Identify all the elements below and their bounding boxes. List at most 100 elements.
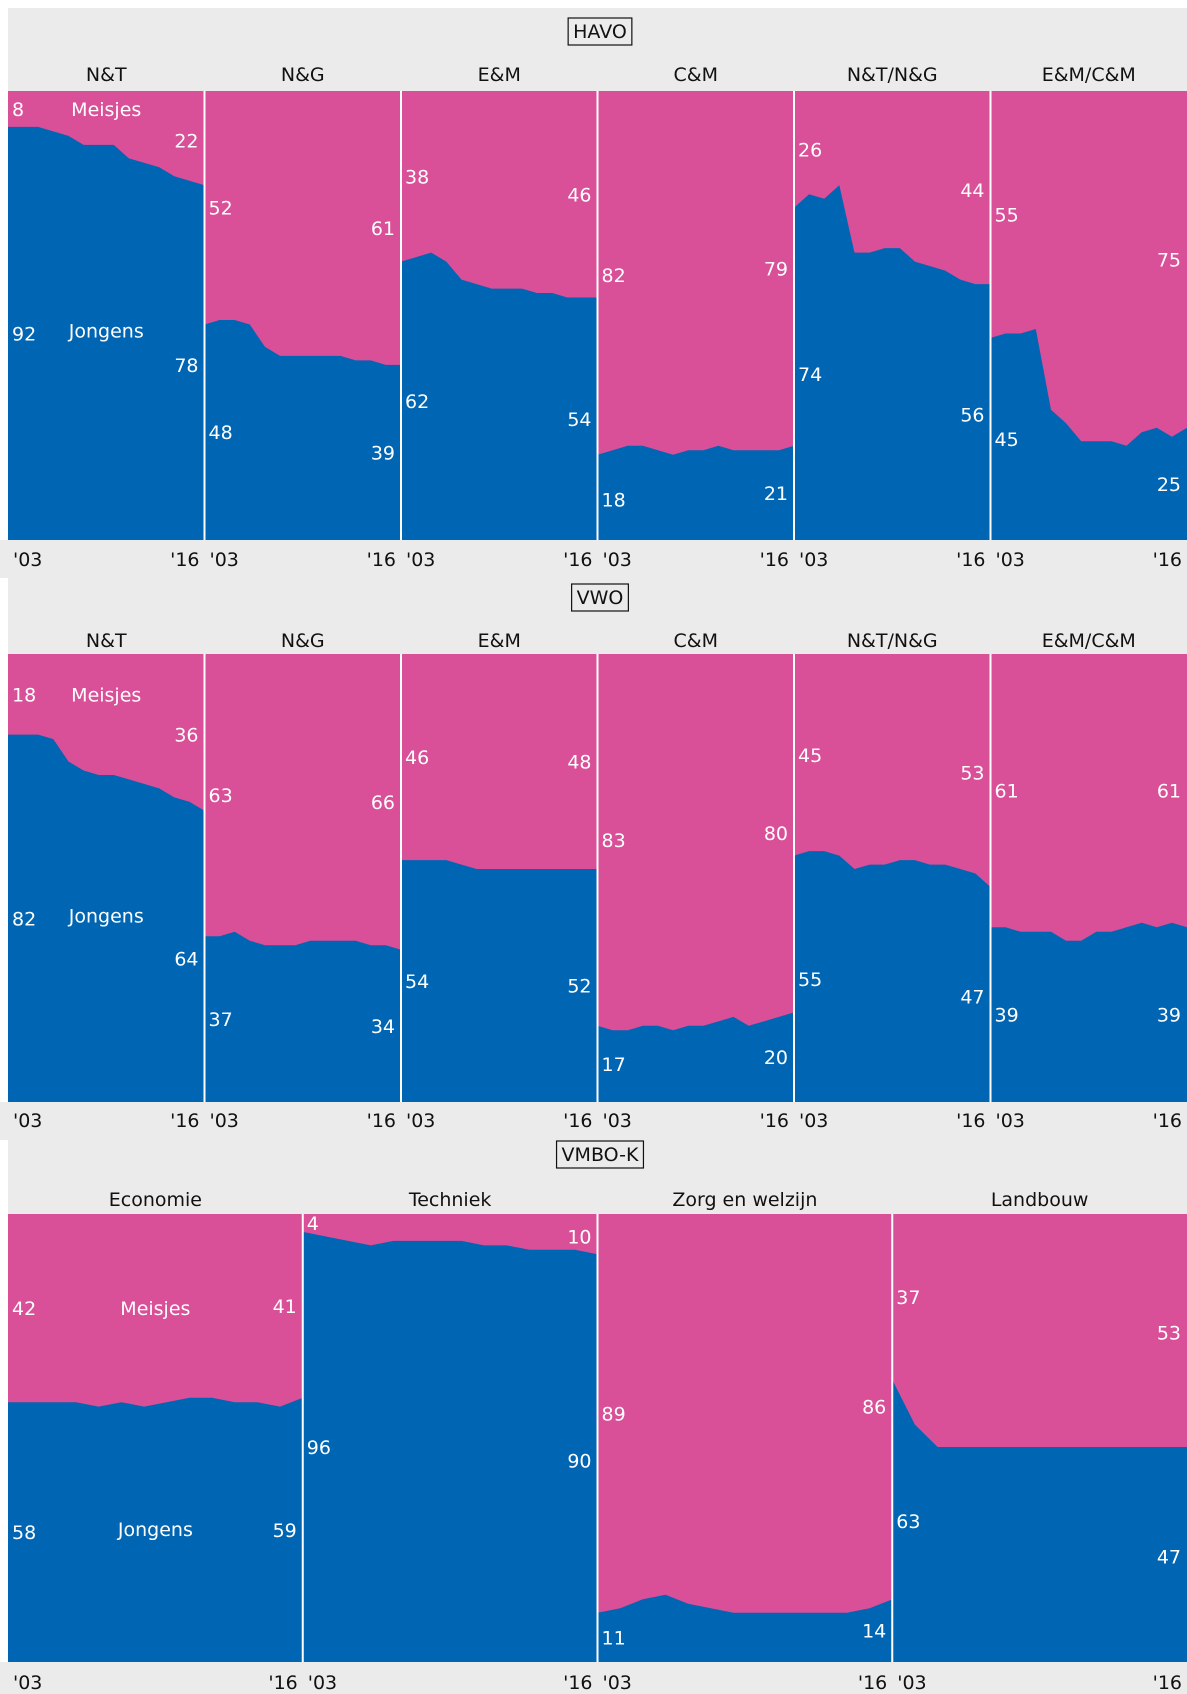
jongens-area xyxy=(401,252,598,540)
jongens-start-value: 11 xyxy=(602,1627,626,1649)
meisjes-start-value: 8 xyxy=(12,99,24,121)
meisjes-start-value: 55 xyxy=(995,204,1019,226)
meisjes-label: Meisjes xyxy=(71,99,141,121)
panel-techniek: Techniek 96 90 4 10 '03 '16 xyxy=(301,1189,598,1694)
jongens-start-value: 92 xyxy=(12,323,36,345)
meisjes-end-value: 61 xyxy=(1157,781,1181,803)
meisjes-end-value: 46 xyxy=(567,184,591,206)
jongens-start-value: 45 xyxy=(995,429,1019,451)
category-label: N&G xyxy=(281,64,325,86)
jongens-area xyxy=(8,734,205,1102)
meisjes-start-value: 42 xyxy=(12,1298,36,1320)
x-start-tick: '03 xyxy=(603,549,632,571)
panel-zorg-en-welzijn: Zorg en welzijn 11 14 89 86 '03 '16 xyxy=(596,1189,893,1694)
meisjes-end-value: 44 xyxy=(960,180,984,202)
panel-divider xyxy=(596,654,599,1102)
panel-n-t: N&T 92 78 8 22 Meisjes Jongens '03 '16 xyxy=(8,64,205,571)
panel-n-t-n-g: N&T/N&G 74 56 26 44 '03 '16 xyxy=(793,64,991,571)
jongens-start-value: 37 xyxy=(209,1009,233,1031)
panel-divider xyxy=(301,1214,304,1662)
meisjes-end-value: 48 xyxy=(567,752,591,774)
x-start-tick: '03 xyxy=(210,1110,239,1132)
meisjes-end-value: 61 xyxy=(371,218,395,240)
x-start-tick: '03 xyxy=(406,1110,435,1132)
jongens-end-value: 59 xyxy=(273,1520,297,1542)
jongens-end-value: 47 xyxy=(960,987,984,1009)
category-label: E&M/C&M xyxy=(1042,630,1136,652)
section-title-box xyxy=(555,1140,645,1169)
panel-divider xyxy=(989,654,992,1102)
panel-divider xyxy=(793,654,795,1102)
jongens-end-value: 25 xyxy=(1157,474,1181,496)
x-end-tick: '16 xyxy=(956,549,985,571)
category-label: Economie xyxy=(109,1189,202,1211)
meisjes-start-value: 45 xyxy=(798,745,822,767)
panel-e-m: E&M 54 52 46 48 '03 '16 xyxy=(400,630,598,1132)
meisjes-end-value: 75 xyxy=(1157,249,1181,271)
category-label: N&T xyxy=(86,630,127,652)
jongens-area xyxy=(597,1594,893,1662)
jongens-area xyxy=(302,1231,598,1662)
jongens-start-value: 74 xyxy=(798,364,822,386)
jongens-label: Jongens xyxy=(68,320,144,342)
jongens-end-value: 14 xyxy=(862,1621,886,1643)
jongens-end-value: 20 xyxy=(764,1047,788,1069)
jongens-start-value: 82 xyxy=(12,908,36,930)
meisjes-label: Meisjes xyxy=(120,1298,190,1320)
x-start-tick: '03 xyxy=(799,549,828,571)
category-label: Landbouw xyxy=(991,1189,1089,1211)
jongens-end-value: 90 xyxy=(567,1450,591,1472)
jongens-area xyxy=(8,1397,303,1662)
tick-band xyxy=(0,540,1187,578)
panel-divider xyxy=(203,654,206,1102)
x-start-tick: '03 xyxy=(603,1110,632,1132)
meisjes-start-value: 83 xyxy=(602,830,626,852)
category-label: E&M/C&M xyxy=(1042,64,1136,86)
x-end-tick: '16 xyxy=(1153,1672,1182,1694)
section-title: VWO xyxy=(577,587,624,609)
meisjes-label: Meisjes xyxy=(71,684,141,706)
meisjes-start-value: 18 xyxy=(12,684,36,706)
panel-c-m: C&M 17 20 83 80 '03 '16 xyxy=(596,630,794,1132)
meisjes-end-value: 22 xyxy=(174,130,198,152)
meisjes-start-value: 82 xyxy=(602,265,626,287)
panel-divider xyxy=(596,91,599,540)
category-label: Techniek xyxy=(408,1189,492,1211)
panel-divider xyxy=(596,1214,599,1662)
panel-landbouw: Landbouw 63 47 37 53 '03 '16 xyxy=(891,1189,1187,1694)
jongens-start-value: 54 xyxy=(405,971,429,993)
meisjes-end-value: 53 xyxy=(1157,1323,1181,1345)
jongens-start-value: 58 xyxy=(12,1522,36,1544)
jongens-start-value: 63 xyxy=(896,1511,920,1533)
jongens-label: Jongens xyxy=(68,905,144,927)
x-start-tick: '03 xyxy=(13,549,42,571)
meisjes-start-value: 89 xyxy=(602,1403,626,1425)
jongens-area xyxy=(597,445,794,540)
x-end-tick: '16 xyxy=(563,1110,592,1132)
jongens-start-value: 62 xyxy=(405,391,429,413)
meisjes-start-value: 52 xyxy=(209,198,233,220)
panel-divider xyxy=(400,654,402,1102)
x-start-tick: '03 xyxy=(210,549,239,571)
panel-n-g: N&G 37 34 63 66 '03 '16 xyxy=(203,630,401,1132)
section-title: HAVO xyxy=(573,21,627,43)
x-end-tick: '16 xyxy=(1153,549,1182,571)
panel-divider xyxy=(891,1214,894,1662)
header-band xyxy=(8,1134,1187,1214)
meisjes-end-value: 66 xyxy=(371,792,395,814)
jongens-start-value: 96 xyxy=(307,1437,331,1459)
section-title-box xyxy=(567,17,633,46)
x-end-tick: '16 xyxy=(170,1110,199,1132)
header-band xyxy=(8,574,1187,654)
x-end-tick: '16 xyxy=(170,549,199,571)
jongens-start-value: 55 xyxy=(798,969,822,991)
jongens-end-value: 39 xyxy=(1157,1005,1181,1027)
meisjes-end-value: 79 xyxy=(764,258,788,280)
category-label: N&T xyxy=(86,64,127,86)
panel-divider xyxy=(203,91,206,540)
category-label: N&G xyxy=(281,630,325,652)
category-label: E&M xyxy=(478,630,521,652)
jongens-end-value: 52 xyxy=(567,976,591,998)
jongens-area xyxy=(892,1379,1187,1662)
